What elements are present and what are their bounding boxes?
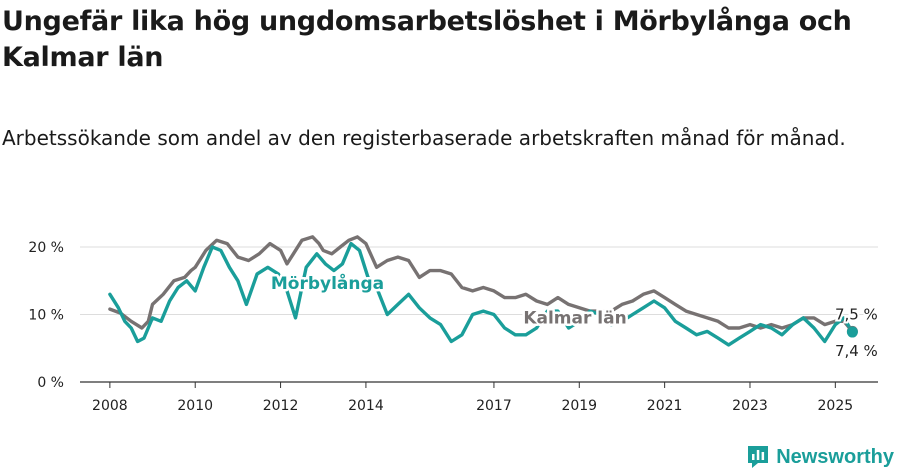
x-tick-label: 2023 xyxy=(732,398,768,414)
chart-title: Ungefär lika hög ungdomsarbetslöshet i M… xyxy=(2,6,852,73)
x-tick-label: 2014 xyxy=(348,398,384,414)
newsworthy-logo-icon xyxy=(748,446,769,468)
end-value-label-0: 7,5 % xyxy=(835,305,878,323)
series-line-0 xyxy=(108,235,855,334)
chart-subtitle: Arbetssökande som andel av den registerb… xyxy=(2,126,846,150)
y-tick-label: 10 % xyxy=(28,308,64,324)
x-tick-label: 2012 xyxy=(263,398,299,414)
x-tick-label: 2017 xyxy=(476,398,512,414)
series-line-1 xyxy=(108,241,855,347)
series-label-1: Mörbylånga xyxy=(271,272,384,294)
x-tick-label: 2019 xyxy=(561,398,597,414)
x-tick-label: 2008 xyxy=(92,398,128,414)
end-point-1 xyxy=(846,326,858,338)
x-tick-label: 2021 xyxy=(647,398,683,414)
y-tick-label: 20 % xyxy=(28,240,64,256)
y-tick-label: 0 % xyxy=(37,375,64,391)
series-label-0: Kalmar län xyxy=(523,308,626,328)
brand-name: Newsworthy xyxy=(776,445,894,468)
end-value-label-1: 7,4 % xyxy=(835,342,878,360)
x-tick-label: 2025 xyxy=(818,398,854,414)
x-tick-label: 2010 xyxy=(177,398,213,414)
brand-logo: Newsworthy xyxy=(746,444,894,470)
